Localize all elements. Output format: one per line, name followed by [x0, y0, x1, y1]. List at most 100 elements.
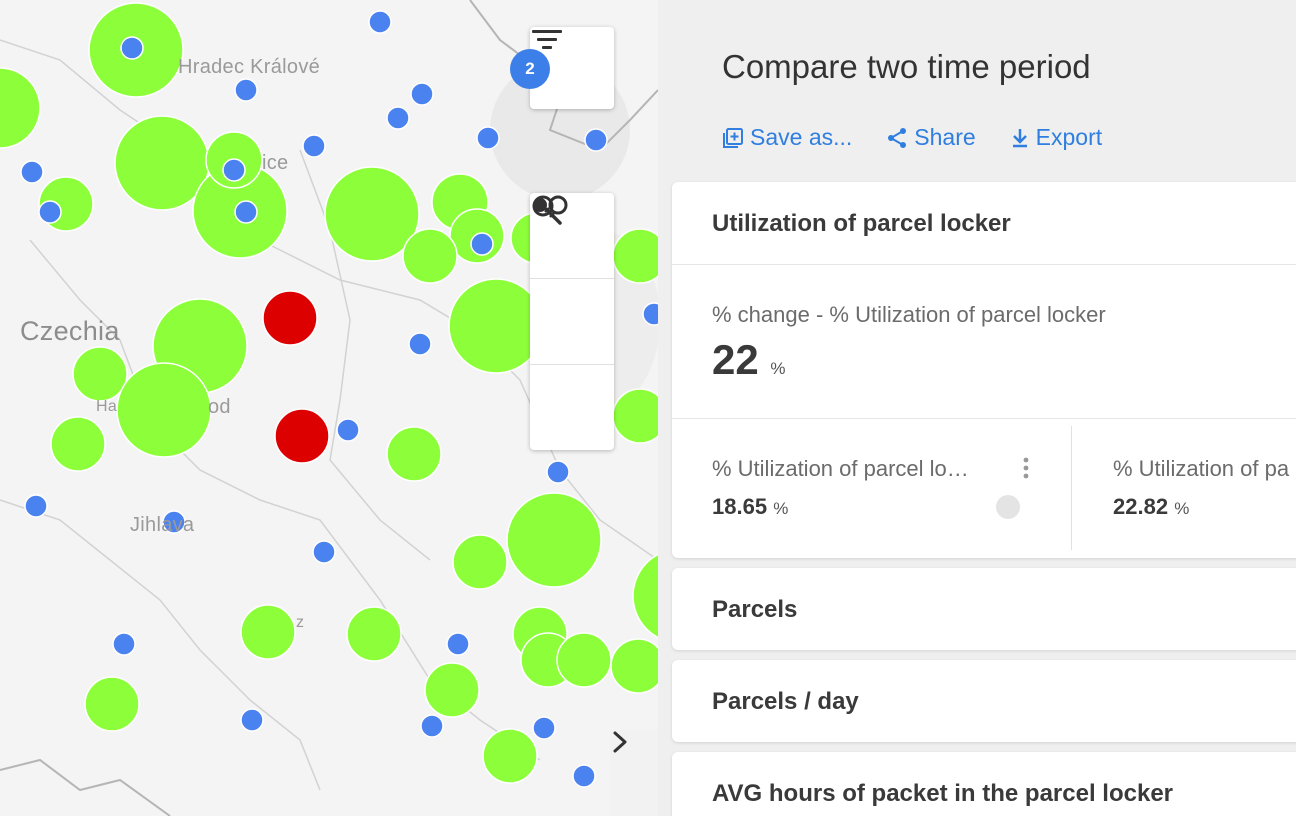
- download-icon: [1012, 128, 1027, 147]
- place-label: z: [296, 614, 305, 631]
- period-a-number: 18.65: [712, 494, 768, 519]
- marker-green[interactable]: [448, 278, 544, 374]
- utilization-card: Utilization of parcel locker % change - …: [672, 182, 1296, 558]
- period-b-unit: %: [1174, 499, 1190, 518]
- save-as-button[interactable]: Save as...: [722, 124, 852, 151]
- change-metric-value: 22 %: [712, 336, 786, 384]
- marker-green[interactable]: [424, 662, 480, 718]
- ruler-icon: [534, 197, 560, 223]
- marker-blue[interactable]: [476, 126, 500, 150]
- map-toolbar: [530, 193, 614, 450]
- save-as-label: Save as...: [750, 124, 853, 150]
- marker-blue[interactable]: [642, 302, 658, 326]
- marker-blue[interactable]: [446, 632, 470, 656]
- period-b-number: 22.82: [1113, 494, 1169, 519]
- marker-green[interactable]: [324, 166, 420, 262]
- marker-green[interactable]: [506, 492, 602, 588]
- marker-green[interactable]: [612, 228, 658, 284]
- place-label: od: [208, 396, 231, 418]
- period-a-unit: %: [773, 499, 789, 518]
- marker-blue[interactable]: [302, 134, 326, 158]
- marker-blue[interactable]: [112, 632, 136, 656]
- share-icon: [888, 127, 907, 148]
- marker-blue[interactable]: [20, 160, 44, 184]
- marker-green[interactable]: [402, 228, 458, 284]
- save-as-icon: [723, 127, 743, 148]
- share-button[interactable]: Share: [886, 124, 976, 151]
- marker-green[interactable]: [386, 426, 442, 482]
- marker-blue[interactable]: [234, 78, 258, 102]
- parcels-card[interactable]: Parcels: [672, 568, 1296, 650]
- avg-hours-card-title: AVG hours of packet in the parcel locker: [712, 780, 1174, 807]
- place-label: Jihlava: [130, 514, 195, 536]
- marker-green[interactable]: [116, 362, 212, 458]
- marker-red[interactable]: [274, 408, 330, 464]
- measure-tool-button[interactable]: [530, 197, 614, 450]
- country-border-south: [0, 758, 171, 816]
- parcels-per-day-card-title: Parcels / day: [712, 688, 859, 715]
- period-b-label: % Utilization of pa: [1113, 456, 1290, 481]
- parcels-per-day-card[interactable]: Parcels / day: [672, 660, 1296, 742]
- marker-blue[interactable]: [470, 232, 494, 256]
- change-unit: %: [770, 359, 786, 378]
- place-label: Ha: [96, 398, 118, 415]
- filter-lines-icon: [532, 30, 562, 49]
- side-panel: Compare two time period Save as... Share: [658, 0, 1296, 816]
- marker-green[interactable]: [556, 632, 612, 688]
- vertical-divider: [1071, 426, 1072, 550]
- export-label: Export: [1035, 124, 1103, 150]
- export-button[interactable]: Export: [1010, 124, 1102, 151]
- country-label: Czechia: [20, 316, 120, 346]
- status-indicator: [996, 495, 1020, 519]
- collapse-panel-button[interactable]: [610, 730, 658, 816]
- marker-green[interactable]: [240, 604, 296, 660]
- layer-style-button[interactable]: [530, 195, 614, 365]
- marker-green[interactable]: [0, 67, 41, 149]
- marker-green[interactable]: [72, 346, 128, 402]
- marker-blue[interactable]: [410, 82, 434, 106]
- marker-blue[interactable]: [222, 158, 246, 182]
- more-vert-icon[interactable]: [1022, 456, 1030, 480]
- marker-blue[interactable]: [572, 764, 596, 788]
- marker-blue[interactable]: [312, 540, 336, 564]
- filter-count-badge: 2: [510, 49, 550, 89]
- map-layer: [0, 0, 658, 816]
- marker-green[interactable]: [610, 638, 658, 694]
- map-markers: [0, 2, 658, 788]
- marker-blue[interactable]: [368, 10, 392, 34]
- marker-green[interactable]: [452, 534, 508, 590]
- country-border: [469, 0, 658, 152]
- marker-blue[interactable]: [546, 460, 570, 484]
- marker-green[interactable]: [482, 728, 538, 784]
- share-label: Share: [914, 124, 976, 150]
- marker-blue[interactable]: [584, 128, 608, 152]
- marker-green[interactable]: [632, 549, 658, 643]
- marker-blue[interactable]: [532, 716, 556, 740]
- chevron-right-icon: [613, 731, 627, 753]
- marker-green[interactable]: [84, 676, 140, 732]
- marker-blue[interactable]: [162, 510, 186, 534]
- region-border-4: [0, 499, 321, 791]
- marker-blue[interactable]: [336, 418, 360, 442]
- change-metric-label: % change - % Utilization of parcel locke…: [712, 302, 1106, 327]
- marker-blue[interactable]: [234, 200, 258, 224]
- marker-red[interactable]: [262, 290, 318, 346]
- parcels-card-title: Parcels: [712, 596, 798, 623]
- page-title: Compare two time period: [722, 48, 1091, 85]
- period-a-value: 18.65 %: [712, 494, 788, 520]
- place-label: ice: [262, 152, 289, 174]
- marker-blue[interactable]: [420, 714, 444, 738]
- marker-blue[interactable]: [386, 106, 410, 130]
- utilization-card-title[interactable]: Utilization of parcel locker: [712, 210, 1011, 237]
- marker-green[interactable]: [612, 388, 658, 444]
- marker-blue[interactable]: [24, 494, 48, 518]
- marker-blue[interactable]: [38, 200, 62, 224]
- place-label: Hradec Králové: [178, 56, 321, 78]
- marker-blue[interactable]: [240, 708, 264, 732]
- marker-green[interactable]: [346, 606, 402, 662]
- map-canvas[interactable]: Hradec Králové ice Czechia Ha od Jihlava…: [0, 0, 658, 816]
- marker-green[interactable]: [50, 416, 106, 472]
- marker-blue[interactable]: [408, 332, 432, 356]
- marker-blue[interactable]: [120, 36, 144, 60]
- avg-hours-card[interactable]: AVG hours of packet in the parcel locker: [672, 752, 1296, 816]
